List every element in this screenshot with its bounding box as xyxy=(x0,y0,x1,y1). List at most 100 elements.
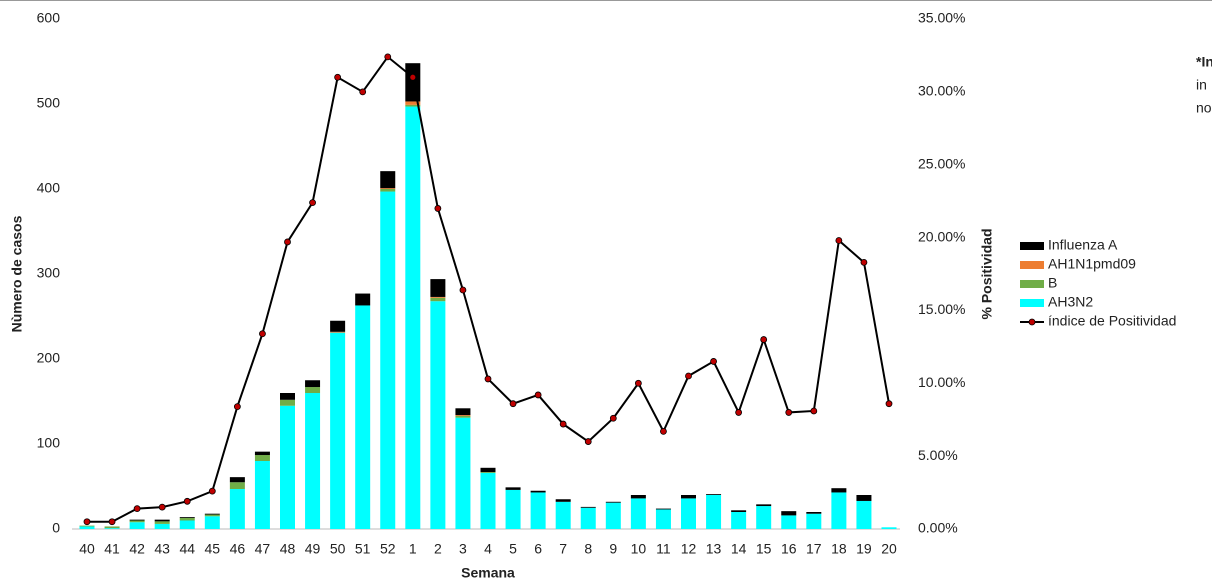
bar-segment xyxy=(655,508,671,510)
bar-segment xyxy=(505,489,521,529)
bar-segment xyxy=(405,104,421,107)
bar-segment xyxy=(154,523,170,529)
x-tick-label: 43 xyxy=(154,541,170,557)
bar-segment xyxy=(856,500,872,529)
x-tick-label: 46 xyxy=(230,541,246,557)
y2-tick-label: 30.00% xyxy=(918,83,965,99)
bar-segment xyxy=(530,492,546,529)
line-marker xyxy=(835,237,843,244)
bar-segment xyxy=(655,509,671,529)
x-tick-label: 17 xyxy=(806,541,822,557)
line-marker xyxy=(409,73,417,81)
bar-segment xyxy=(305,393,321,529)
x-tick-label: 18 xyxy=(831,541,847,557)
line-marker xyxy=(183,497,191,505)
bar-segment xyxy=(330,332,346,529)
bar-segment xyxy=(505,487,521,490)
y-tick-label: 100 xyxy=(37,435,61,451)
line-marker xyxy=(459,286,467,294)
bar-segment xyxy=(731,510,747,512)
line-marker xyxy=(259,330,266,338)
bar-segment xyxy=(455,408,471,416)
bar-segment xyxy=(229,482,245,490)
bar-segment xyxy=(756,504,772,507)
bar-segment xyxy=(430,301,446,529)
legend-label: AH1N1pmd09 xyxy=(1048,256,1136,272)
bar-segment xyxy=(330,331,346,333)
bar-segment xyxy=(605,501,621,503)
bar-segment xyxy=(681,498,696,529)
line-marker xyxy=(609,414,617,422)
bar-segment xyxy=(154,519,170,522)
bar-segment xyxy=(555,501,571,529)
bar-segment xyxy=(129,522,145,529)
bar-segment xyxy=(154,521,170,524)
bar-segment xyxy=(229,477,245,483)
bar-segment xyxy=(681,495,696,499)
bar-segment xyxy=(706,495,722,529)
bar-segment xyxy=(380,189,396,192)
bar-segment xyxy=(856,495,872,501)
x-tick-label: 3 xyxy=(459,541,467,557)
bar-segment xyxy=(831,492,847,529)
line-marker xyxy=(233,403,241,411)
bar-segment xyxy=(781,511,797,516)
bar-segment xyxy=(380,191,396,530)
x-tick-label: 14 xyxy=(731,541,747,557)
bar-segment xyxy=(580,507,596,529)
x-tick-label: 15 xyxy=(756,541,772,557)
line-marker xyxy=(359,88,367,96)
bar-segment xyxy=(430,297,446,302)
bar-segment xyxy=(305,387,321,393)
bar-segment xyxy=(129,520,145,523)
line-marker xyxy=(208,487,216,495)
x-tick-label: 20 xyxy=(881,541,897,557)
bar-segment xyxy=(104,526,120,529)
legend-marker xyxy=(1028,318,1036,326)
bar-segment xyxy=(280,393,295,400)
x-tick-label: 49 xyxy=(305,541,321,557)
bar-segment xyxy=(605,502,621,529)
x-tick-label: 6 xyxy=(534,541,542,557)
y2-tick-label: 0.00% xyxy=(918,520,958,536)
line-marker xyxy=(785,409,793,416)
bar-segment xyxy=(480,472,496,529)
bar-segment xyxy=(104,528,120,529)
x-tick-label: 1 xyxy=(409,541,417,557)
line-marker xyxy=(108,518,116,526)
line-marker xyxy=(434,205,442,212)
line-marker xyxy=(660,427,667,435)
line-marker xyxy=(584,438,592,445)
x-tick-label: 45 xyxy=(205,541,221,557)
bar-segment xyxy=(781,515,797,529)
y-tick-label: 300 xyxy=(37,265,61,281)
line-marker xyxy=(760,336,768,343)
x-tick-label: 48 xyxy=(280,541,296,557)
line-marker xyxy=(710,358,717,365)
line-marker xyxy=(534,391,542,399)
line-marker xyxy=(484,375,492,383)
line-marker xyxy=(735,409,743,416)
line-marker xyxy=(384,53,392,61)
y2-axis-title: % Positividad xyxy=(979,228,995,319)
bar-segment xyxy=(280,399,295,406)
bar-segment xyxy=(129,519,145,521)
legend-label: Influenza A xyxy=(1048,237,1118,253)
line-marker xyxy=(860,258,868,266)
line-marker xyxy=(810,407,818,415)
bar-segment xyxy=(405,106,421,530)
x-tick-label: 19 xyxy=(856,541,872,557)
x-tick-label: 5 xyxy=(509,541,517,557)
line-marker xyxy=(83,518,91,526)
bar-segment xyxy=(79,525,95,527)
legend-label: B xyxy=(1048,275,1057,291)
legend-swatch xyxy=(1020,261,1044,269)
line-marker xyxy=(309,199,316,207)
x-tick-label: 7 xyxy=(559,541,567,557)
y2-tick-label: 20.00% xyxy=(918,228,965,244)
bar-segment xyxy=(280,405,295,529)
y-tick-label: 0 xyxy=(52,520,60,536)
x-tick-label: 10 xyxy=(631,541,647,557)
